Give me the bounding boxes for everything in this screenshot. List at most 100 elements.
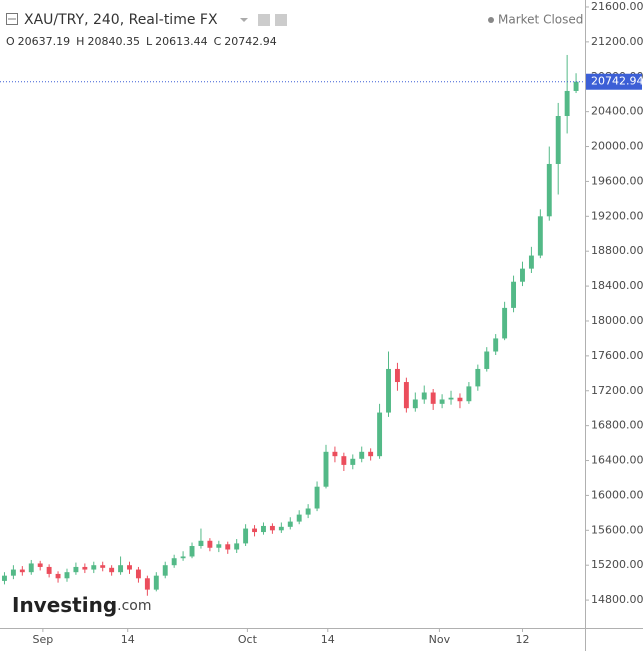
ohlc-key: O <box>6 35 15 48</box>
candle-body <box>127 565 132 570</box>
candle-body <box>511 281 517 308</box>
candle-body <box>546 163 552 217</box>
x-tick-label: Nov <box>429 633 451 646</box>
candle-body <box>439 399 445 404</box>
candle-body <box>207 540 213 548</box>
candle-body <box>537 216 543 256</box>
last-price-label: 20742.94 <box>591 75 643 88</box>
candle-body <box>100 565 106 568</box>
candle-body <box>493 338 499 352</box>
y-tick-label: 21200.00 <box>591 35 643 48</box>
ohlc-key: H <box>76 35 84 48</box>
status-dot <box>488 17 494 23</box>
candle-body <box>118 565 124 573</box>
ohlc-key: L <box>146 35 153 48</box>
y-tick-label: 21600.00 <box>591 0 643 13</box>
y-tick-label: 16800.00 <box>591 419 643 432</box>
ohlc-value: 20742.94 <box>224 35 277 48</box>
candle-body <box>314 486 320 509</box>
candle-body <box>564 90 570 117</box>
y-tick-label: 15600.00 <box>591 523 643 536</box>
candle-body <box>520 268 525 282</box>
chart-title: XAU/TRY, 240, Real-time FX <box>24 12 218 28</box>
candle-body <box>484 351 490 369</box>
y-tick-label: 20400.00 <box>591 105 643 118</box>
y-tick-label: 19200.00 <box>591 209 643 222</box>
candle-body <box>368 451 374 457</box>
candle-body <box>555 116 561 164</box>
settings-icon[interactable] <box>275 14 287 26</box>
candle-body <box>296 514 302 522</box>
y-tick-label: 17600.00 <box>591 349 643 362</box>
y-tick-label: 16400.00 <box>591 454 643 467</box>
x-tick-label: 14 <box>121 633 135 646</box>
candle-body <box>448 397 454 400</box>
candle-body <box>10 569 16 576</box>
x-tick-label: Sep <box>33 633 54 646</box>
brand-logo: Investing.com <box>12 593 152 617</box>
candle-body <box>457 397 463 402</box>
candle-body <box>2 575 7 581</box>
candle-body <box>287 521 293 527</box>
market-status: Market Closed <box>498 13 583 27</box>
candle-body <box>109 567 115 573</box>
y-tick-label: 17200.00 <box>591 384 643 397</box>
candle-body <box>162 565 168 576</box>
candle-body <box>73 566 79 573</box>
candle-body <box>91 565 97 570</box>
ohlc-key: C <box>214 35 222 48</box>
candle-body <box>350 458 356 465</box>
candle-body <box>234 543 240 550</box>
candle-body <box>171 558 177 566</box>
brand-name: Investing <box>12 593 117 617</box>
candle-body <box>225 544 231 550</box>
candle-body <box>55 573 61 579</box>
candle-body <box>153 575 159 590</box>
y-tick-label: 18000.00 <box>591 314 643 327</box>
candle-body <box>359 451 365 459</box>
candle-body <box>323 451 329 487</box>
y-tick-label: 20000.00 <box>591 140 643 153</box>
candle-body <box>573 81 579 91</box>
x-tick-label: 14 <box>321 633 335 646</box>
brand-suffix: .com <box>117 598 151 614</box>
candle-body <box>82 566 88 570</box>
candle-body <box>269 525 275 531</box>
candle-body <box>198 540 204 547</box>
candle-body <box>502 307 508 339</box>
collapse-icon[interactable] <box>6 13 18 25</box>
candle-body <box>135 569 141 579</box>
candle-body <box>475 368 481 387</box>
candle-body <box>252 528 257 533</box>
candle-body <box>377 412 383 457</box>
candle-body <box>180 556 186 559</box>
candle-body <box>528 255 534 269</box>
candle-body <box>421 392 427 400</box>
candle-body <box>466 386 472 402</box>
candle-body <box>412 399 418 409</box>
candle-body <box>430 392 436 404</box>
candle-body <box>403 382 409 409</box>
candle-body <box>216 544 222 548</box>
settings-icon[interactable] <box>258 14 270 26</box>
candle-body <box>64 572 70 579</box>
candle-body <box>305 508 311 515</box>
candle-body <box>37 563 43 567</box>
y-tick-label: 18400.00 <box>591 279 643 292</box>
y-tick-label: 14800.00 <box>591 593 643 606</box>
candle-body <box>243 528 249 544</box>
y-tick-label: 18800.00 <box>591 244 643 257</box>
candle-body <box>278 526 284 531</box>
candle-body <box>341 456 347 465</box>
candle-body <box>394 368 400 383</box>
ohlc-value: 20637.19 <box>18 35 71 48</box>
y-tick-label: 19600.00 <box>591 174 643 187</box>
ohlc-value: 20840.35 <box>87 35 140 48</box>
candle-body <box>332 451 338 457</box>
last-price-box <box>586 73 642 90</box>
ohlc-value: 20613.44 <box>155 35 208 48</box>
candle-body <box>46 566 52 574</box>
dropdown-arrow[interactable] <box>240 18 248 22</box>
